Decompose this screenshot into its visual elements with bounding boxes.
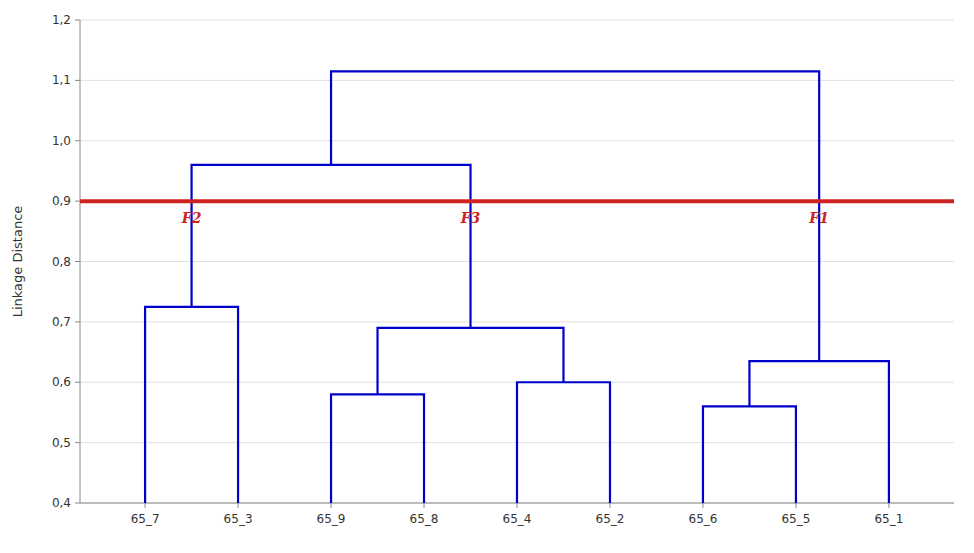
- link: [331, 71, 819, 361]
- link: [749, 361, 888, 503]
- cluster-label: F1: [808, 210, 829, 226]
- grid-line: [80, 140, 954, 141]
- grid-line: [80, 80, 954, 81]
- tick-label: 0,6: [52, 375, 71, 389]
- tick-label: 0,9: [52, 194, 71, 208]
- link: [517, 382, 610, 503]
- axes: 0,4 0,5 0,6 0,7 0,8 0,9 1,0 1,1 1,2 65_7 65_3 65_9 6…: [52, 13, 954, 526]
- tick-label: 1,1: [52, 73, 71, 87]
- link: [703, 406, 796, 503]
- tick: [75, 140, 80, 141]
- tick-label: 1,0: [52, 134, 71, 148]
- tick-label: 65_2: [596, 512, 625, 526]
- grid-line: [80, 201, 954, 202]
- tick: [75, 321, 80, 322]
- cluster-label: F3: [460, 210, 481, 226]
- tick: [75, 442, 80, 443]
- tick: [331, 503, 332, 508]
- tick: [75, 80, 80, 81]
- link: [331, 394, 424, 503]
- tick-label: 65_1: [874, 512, 903, 526]
- tick-label: 1,2: [52, 13, 71, 27]
- link: [145, 307, 238, 503]
- tick: [75, 382, 80, 383]
- tick: [517, 503, 518, 508]
- grid: [80, 20, 954, 503]
- y-axis-line: [80, 20, 81, 503]
- tick-label: 65_6: [689, 512, 718, 526]
- cluster-label: F2: [181, 210, 202, 226]
- tick: [424, 503, 425, 508]
- tick-label: 65_5: [781, 512, 810, 526]
- tick: [145, 503, 146, 508]
- threshold-line: [80, 199, 954, 203]
- grid-line: [80, 261, 954, 262]
- tick: [238, 503, 239, 508]
- tick: [702, 503, 703, 508]
- tick: [75, 201, 80, 202]
- tick-label: 0,4: [52, 496, 71, 510]
- link: [192, 165, 471, 328]
- tick-label: 0,5: [52, 436, 71, 450]
- tick-label: 65_3: [224, 512, 253, 526]
- grid-line: [80, 20, 954, 21]
- tick-label: 0,7: [52, 315, 71, 329]
- tick-label: 65_7: [131, 512, 160, 526]
- tick: [888, 503, 889, 508]
- tick-label: 65_9: [317, 512, 346, 526]
- tick: [75, 20, 80, 21]
- tick: [795, 503, 796, 508]
- links: [145, 71, 889, 503]
- tick: [609, 503, 610, 508]
- y-axis-label: Linkage Distance: [10, 206, 25, 318]
- tick-label: 65_8: [410, 512, 439, 526]
- tick: [75, 261, 80, 262]
- chart: 0,4 0,5 0,6 0,7 0,8 0,9 1,0 1,1 1,2 65_7 65_3 65_9 6…: [0, 0, 974, 553]
- tick-label: 0,8: [52, 255, 71, 269]
- tick-label: 65_4: [503, 512, 532, 526]
- link: [378, 328, 564, 394]
- tick: [75, 503, 80, 504]
- grid-line: [80, 321, 954, 322]
